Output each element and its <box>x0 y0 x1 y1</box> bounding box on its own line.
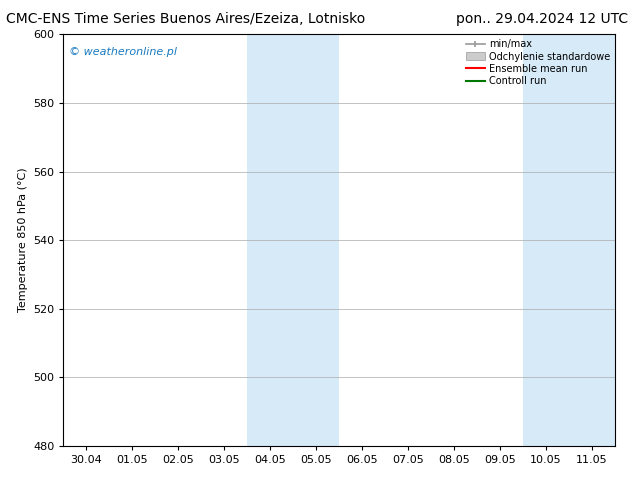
Legend: min/max, Odchylenie standardowe, Ensemble mean run, Controll run: min/max, Odchylenie standardowe, Ensembl… <box>463 37 612 88</box>
Text: © weatheronline.pl: © weatheronline.pl <box>69 47 177 57</box>
Bar <box>247 34 339 446</box>
Bar <box>523 34 615 446</box>
Text: pon.. 29.04.2024 12 UTC: pon.. 29.04.2024 12 UTC <box>456 12 628 26</box>
Y-axis label: Temperature 850 hPa (°C): Temperature 850 hPa (°C) <box>18 168 27 313</box>
Text: CMC-ENS Time Series Buenos Aires/Ezeiza, Lotnisko: CMC-ENS Time Series Buenos Aires/Ezeiza,… <box>6 12 366 26</box>
